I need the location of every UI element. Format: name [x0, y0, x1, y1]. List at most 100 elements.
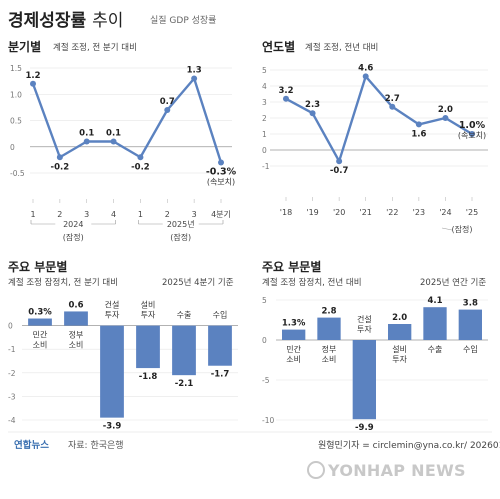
data-label: 0.1	[106, 129, 121, 139]
y-tick-label: -2	[8, 369, 16, 378]
y-tick-label: -1	[262, 162, 270, 171]
category-label: 수입	[463, 345, 478, 354]
y-tick-label: 4	[262, 82, 267, 91]
data-point	[56, 154, 63, 161]
bar	[100, 325, 124, 418]
bar	[352, 340, 376, 420]
x-tick-label: '19	[306, 208, 318, 217]
y-tick-label: -5	[262, 376, 270, 385]
data-point	[83, 138, 90, 145]
year-note: (잠정)	[63, 232, 84, 242]
category-label: 투자	[357, 325, 372, 334]
bar-chart-3: 50-5-101.3%민간소비2.8정부소비-9.9건설투자2.0설비투자4.1…	[262, 296, 488, 433]
category-label: 투자	[392, 355, 407, 364]
y-tick-label: -3	[8, 392, 16, 401]
year-label: 2024	[63, 220, 83, 229]
data-point	[218, 159, 224, 166]
y-tick-label: 2	[262, 114, 267, 123]
category-label: 설비	[141, 300, 156, 310]
watermark: YONHAP NEWS	[328, 461, 466, 480]
bar	[458, 309, 482, 340]
yonhap-logo: 연합뉴스	[14, 440, 49, 451]
author-credit: 원형민기자 = circlemin@yna.co.kr/ 20260122	[318, 441, 500, 451]
sector-quarter-period-note: 2025년 4분기 기준	[162, 278, 234, 288]
data-point	[389, 103, 396, 110]
category-label: 수출	[428, 344, 443, 354]
bar	[282, 329, 306, 340]
data-point	[110, 138, 117, 145]
data-label: 3.8	[463, 299, 478, 309]
y-tick-label: 3	[262, 98, 267, 107]
source-note: 자료: 한국은행	[68, 441, 124, 451]
data-label: -3.9	[103, 422, 122, 432]
data-point	[164, 107, 171, 113]
x-tick-label: '23	[413, 208, 425, 217]
y-tick-label: 0	[10, 143, 15, 152]
bar	[136, 325, 160, 369]
data-point	[415, 121, 422, 128]
category-label: 소비	[322, 355, 337, 364]
data-point	[309, 110, 316, 117]
y-tick-label: 0.5	[10, 117, 22, 126]
data-label: -0.3%	[206, 167, 237, 178]
data-label: 4.1	[427, 296, 442, 306]
data-label: 2.8	[321, 307, 336, 317]
year-label: 2025년	[167, 219, 195, 229]
y-tick-label: 5	[262, 296, 267, 305]
data-label: 1.6	[411, 129, 426, 139]
x-tick-label: 4	[111, 210, 116, 219]
category-label: 수입	[213, 311, 228, 320]
data-label: 2.0	[392, 313, 407, 323]
data-point	[336, 158, 343, 165]
category-label: 투자	[105, 311, 120, 320]
x-tick-label: 2	[57, 210, 62, 219]
x-tick-label: 3	[192, 210, 197, 219]
year-note: (잠정)	[170, 232, 191, 242]
data-label: 4.6	[358, 63, 373, 73]
y-tick-label: 1.0	[10, 90, 22, 99]
data-label: -2.1	[175, 379, 194, 389]
series-line	[285, 75, 473, 163]
annual-section-title: 연도별	[262, 40, 296, 54]
last-value-note: (속보치)	[458, 131, 486, 140]
y-tick-label: 0	[8, 322, 13, 331]
x-tick-label: 1	[138, 210, 143, 219]
quarterly-section-title: 분기별	[8, 40, 42, 54]
x-tick-label: '20	[333, 208, 345, 217]
category-label: 소비	[286, 355, 301, 364]
annual-group-bracket	[441, 227, 453, 231]
x-tick-label: 3	[84, 210, 89, 219]
data-label: -1.8	[139, 372, 158, 382]
x-tick-label: 2	[165, 210, 170, 219]
data-label: 2.7	[385, 94, 400, 104]
data-point	[442, 115, 449, 121]
annual-section-note: 계절 조정, 전년 대비	[305, 43, 379, 53]
y-tick-label: 0	[262, 146, 267, 155]
x-tick-label: '22	[386, 208, 398, 217]
category-label: 건설	[105, 300, 120, 310]
data-label: 0.1	[79, 129, 94, 139]
y-tick-label: 1.5	[10, 64, 22, 73]
data-point	[137, 154, 144, 161]
page-subtitle: 실질 GDP 성장률	[150, 16, 217, 26]
annual-group-note: (잠정)	[452, 224, 473, 234]
category-label: 민간	[286, 344, 301, 354]
y-tick-label: -4	[8, 416, 16, 425]
data-point	[283, 95, 289, 102]
sector-quarter-section-note: 계절 조정 잠정치, 전 분기 대비	[8, 278, 119, 288]
x-tick-label: 1	[30, 210, 35, 219]
data-label: 1.0%	[459, 120, 486, 131]
y-tick-label: -1	[8, 345, 16, 354]
quarterly-section-note: 계절 조정, 전 분기 대비	[53, 43, 137, 53]
y-tick-label: 5	[262, 66, 267, 75]
category-label: 민간	[33, 330, 48, 340]
sector-quarter-section-title: 주요 부문별	[8, 260, 68, 274]
sector-annual-section-note: 계절 조정 잠정치, 전년 대비	[262, 278, 362, 288]
category-label: 정부	[322, 344, 337, 354]
x-tick-label: '21	[360, 208, 372, 217]
watermark-icon	[307, 461, 325, 479]
category-label: 소비	[33, 341, 48, 350]
title-thin: 추이	[92, 11, 124, 31]
